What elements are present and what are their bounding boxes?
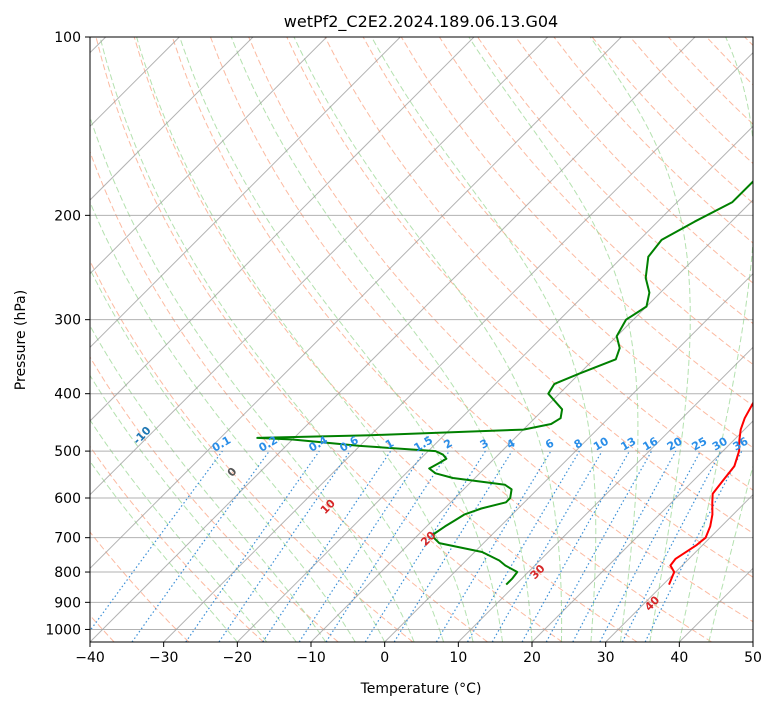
x-tick-label: 0	[380, 650, 389, 666]
y-tick-label: 1000	[45, 622, 81, 638]
y-tick-label: 600	[54, 491, 81, 507]
y-axis-label: Pressure (hPa)	[13, 290, 29, 390]
x-tick-label: 40	[670, 650, 688, 666]
y-tick-label: 900	[54, 595, 81, 611]
chart-title: wetPf2_C2E2.2024.189.06.13.G04	[284, 12, 558, 32]
x-tick-label: 10	[449, 650, 467, 666]
y-tick-label: 500	[54, 444, 81, 460]
y-tick-label: 800	[54, 565, 81, 581]
y-tick-label: 300	[54, 313, 81, 329]
x-axis-label: Temperature (°C)	[360, 681, 482, 697]
x-tick-label: −20	[223, 650, 253, 666]
y-tick-label: 200	[54, 208, 81, 224]
x-tick-label: −10	[296, 650, 326, 666]
y-tick-label: 400	[54, 387, 81, 403]
x-tick-label: −40	[75, 650, 105, 666]
y-tick-label: 700	[54, 531, 81, 547]
x-tick-label: 20	[523, 650, 541, 666]
y-tick-label: 100	[54, 30, 81, 46]
x-tick-label: 50	[744, 650, 762, 666]
x-tick-label: 30	[597, 650, 615, 666]
x-tick-label: −30	[149, 650, 179, 666]
